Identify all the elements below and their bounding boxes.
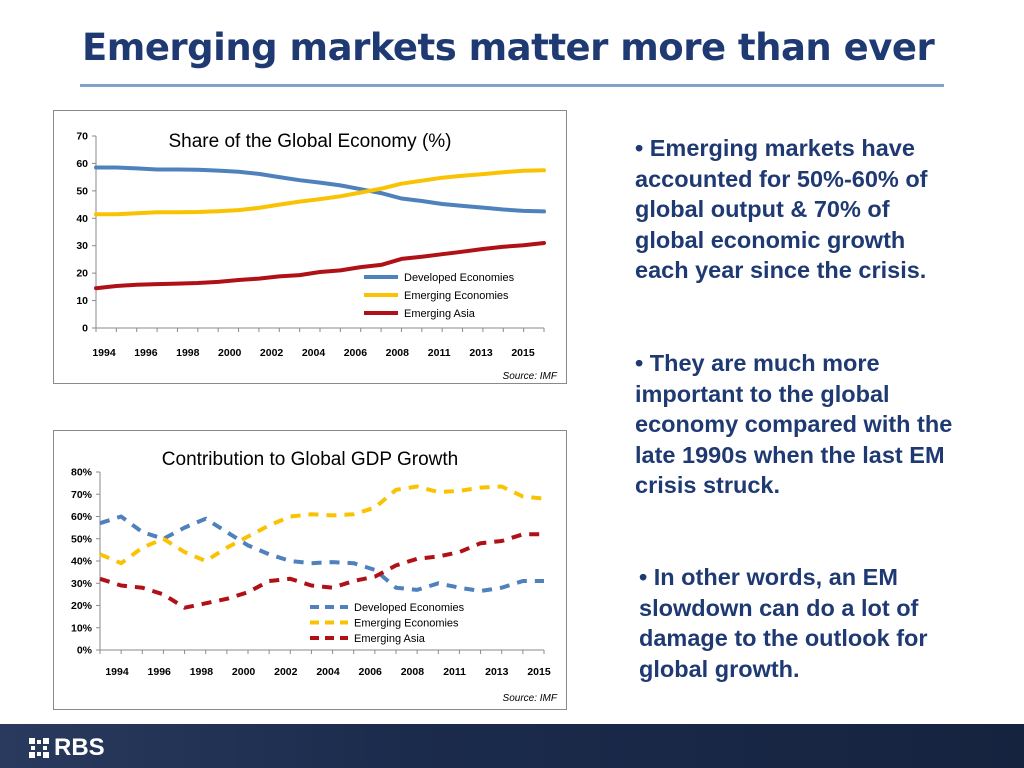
share-of-global-economy-chart: Share of the Global Economy (%) 0 10 20 30 40… bbox=[53, 110, 567, 384]
x-tick-label: 1994 bbox=[105, 666, 129, 678]
legend-label: Developed Economies bbox=[354, 602, 465, 614]
y-tick-label: 30 bbox=[76, 240, 88, 252]
legend-label: Emerging Asia bbox=[354, 633, 426, 645]
x-tick-label: 2013 bbox=[485, 666, 509, 678]
series-line-2 bbox=[94, 241, 546, 291]
chart-title: Contribution to Global GDP Growth bbox=[162, 449, 458, 470]
y-tick-label: 0% bbox=[77, 645, 93, 657]
logo-text: RBS bbox=[54, 734, 105, 761]
footer-band: RBS bbox=[0, 724, 1024, 768]
series-line-2 bbox=[99, 532, 544, 610]
x-tick-label: 2000 bbox=[232, 666, 256, 678]
y-tick-label: 40% bbox=[71, 556, 93, 568]
legend-label: Emerging Economies bbox=[354, 618, 459, 630]
y-tick-label: 60 bbox=[76, 158, 88, 170]
x-tick-label: 2011 bbox=[428, 347, 451, 359]
x-tick-label: 2013 bbox=[469, 347, 493, 359]
y-tick-label: 70% bbox=[71, 489, 93, 501]
x-tick-label: 1996 bbox=[134, 347, 158, 359]
x-tick-label: 1994 bbox=[92, 347, 116, 359]
x-tick-label: 2015 bbox=[527, 666, 551, 678]
y-tick-label: 50 bbox=[76, 185, 88, 197]
legend-label: Developed Economies bbox=[404, 272, 515, 284]
chart-canvas: Share of the Global Economy (%) 0 10 20 30 40… bbox=[76, 131, 558, 383]
chart-canvas: Contribution to Global GDP Growth 0% 10% 20… bbox=[71, 449, 558, 704]
rbs-logo: RBS bbox=[28, 734, 105, 762]
x-tick-label: 2000 bbox=[218, 347, 242, 359]
x-tick-label: 2008 bbox=[386, 347, 410, 359]
source-note: Source: IMF bbox=[503, 693, 558, 704]
y-tick-label: 70 bbox=[76, 131, 88, 143]
series-line-0 bbox=[94, 165, 546, 214]
y-tick-label: 80% bbox=[71, 467, 93, 479]
x-tick-label: 1998 bbox=[176, 347, 200, 359]
series-line-1 bbox=[94, 168, 546, 217]
slide-title: Emerging markets matter more than ever bbox=[82, 26, 935, 69]
y-tick-label: 0 bbox=[82, 323, 88, 335]
x-tick-label: 2015 bbox=[511, 347, 535, 359]
y-tick-label: 30% bbox=[71, 578, 93, 590]
x-tick-label: 2006 bbox=[359, 666, 383, 678]
source-note: Source: IMF bbox=[503, 371, 558, 382]
y-tick-label: 10 bbox=[76, 295, 88, 307]
series-line-0 bbox=[99, 514, 544, 593]
bullet-importance: • They are much more important to the gl… bbox=[635, 350, 953, 498]
legend-label: Emerging Economies bbox=[404, 290, 509, 302]
series-line-1 bbox=[99, 484, 545, 566]
x-tick-label: 2004 bbox=[302, 347, 326, 359]
x-tick-label: 2006 bbox=[344, 347, 368, 359]
y-tick-label: 10% bbox=[71, 622, 93, 634]
x-tick-label: 1996 bbox=[148, 666, 172, 678]
rbs-daisy-icon bbox=[29, 738, 49, 758]
bullet-slowdown-risk: • In other words, an EM slowdown can do … bbox=[639, 564, 928, 682]
chart-title: Share of the Global Economy (%) bbox=[168, 131, 451, 152]
y-tick-label: 20 bbox=[76, 268, 88, 280]
bullet-emerging-share: • Emerging markets have accounted for 50… bbox=[635, 135, 928, 283]
x-tick-label: 2002 bbox=[260, 347, 284, 359]
x-tick-label: 2011 bbox=[443, 666, 466, 678]
y-tick-label: 60% bbox=[71, 511, 93, 523]
contribution-to-growth-chart: Contribution to Global GDP Growth 0% 10% 20… bbox=[53, 430, 567, 710]
legend-label: Emerging Asia bbox=[404, 308, 476, 320]
y-tick-label: 50% bbox=[71, 533, 93, 545]
y-tick-label: 40 bbox=[76, 213, 88, 225]
x-tick-label: 2004 bbox=[316, 666, 340, 678]
x-tick-label: 2008 bbox=[401, 666, 425, 678]
y-tick-label: 20% bbox=[71, 600, 93, 612]
title-rule bbox=[80, 84, 944, 87]
x-tick-label: 2002 bbox=[274, 666, 298, 678]
x-tick-label: 1998 bbox=[190, 666, 214, 678]
